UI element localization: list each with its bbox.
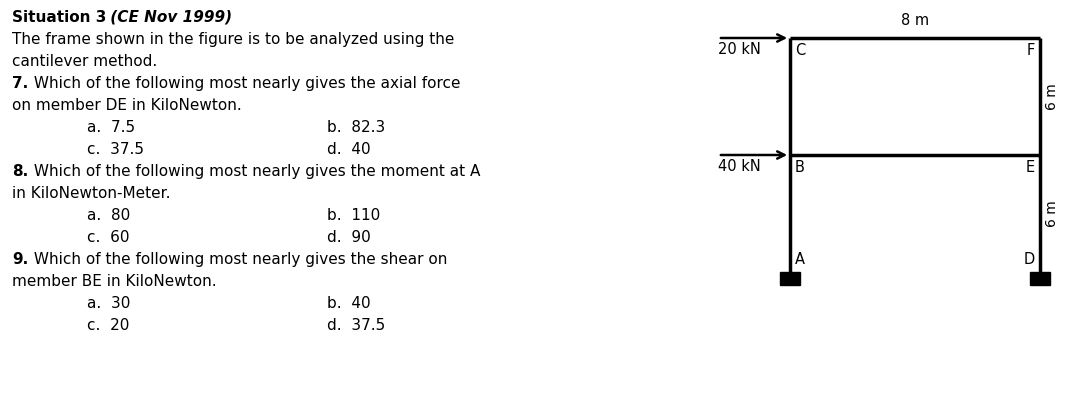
Text: a.  7.5: a. 7.5 — [87, 120, 135, 135]
Text: F: F — [1027, 43, 1035, 58]
Text: 7.: 7. — [12, 76, 28, 91]
Text: B: B — [795, 160, 805, 175]
Text: on member DE in KiloNewton.: on member DE in KiloNewton. — [12, 98, 242, 113]
Text: a.  30: a. 30 — [87, 296, 131, 311]
Text: b.  40: b. 40 — [327, 296, 370, 311]
Text: 9.: 9. — [12, 252, 28, 267]
Text: Which of the following most nearly gives the shear on: Which of the following most nearly gives… — [29, 252, 447, 267]
Text: (CE Nov 1999): (CE Nov 1999) — [105, 10, 232, 25]
Text: member BE in KiloNewton.: member BE in KiloNewton. — [12, 274, 217, 289]
Text: cantilever method.: cantilever method. — [12, 54, 158, 69]
Text: 6 m: 6 m — [1045, 200, 1059, 227]
Text: E: E — [1026, 160, 1035, 175]
Text: Which of the following most nearly gives the axial force: Which of the following most nearly gives… — [29, 76, 460, 91]
Text: 6 m: 6 m — [1045, 83, 1059, 110]
Text: c.  20: c. 20 — [87, 318, 130, 333]
Text: in KiloNewton-Meter.: in KiloNewton-Meter. — [12, 186, 171, 201]
Text: b.  82.3: b. 82.3 — [327, 120, 386, 135]
Text: The frame shown in the figure is to be analyzed using the: The frame shown in the figure is to be a… — [12, 32, 455, 47]
Text: D: D — [1024, 252, 1035, 267]
Text: A: A — [795, 252, 805, 267]
Text: 8.: 8. — [12, 164, 28, 179]
Text: 40 kN: 40 kN — [718, 159, 760, 174]
Text: C: C — [795, 43, 806, 58]
Text: d.  90: d. 90 — [327, 230, 370, 245]
Text: 20 kN: 20 kN — [718, 42, 761, 57]
Text: d.  37.5: d. 37.5 — [327, 318, 386, 333]
Text: c.  37.5: c. 37.5 — [87, 142, 144, 157]
Text: d.  40: d. 40 — [327, 142, 370, 157]
Text: c.  60: c. 60 — [87, 230, 130, 245]
Text: Situation 3: Situation 3 — [12, 10, 106, 25]
Bar — [1030, 272, 1050, 285]
Text: Which of the following most nearly gives the moment at A: Which of the following most nearly gives… — [29, 164, 481, 179]
Text: a.  80: a. 80 — [87, 208, 131, 223]
Text: b.  110: b. 110 — [327, 208, 380, 223]
Bar — [780, 272, 800, 285]
Text: 8 m: 8 m — [901, 13, 929, 28]
